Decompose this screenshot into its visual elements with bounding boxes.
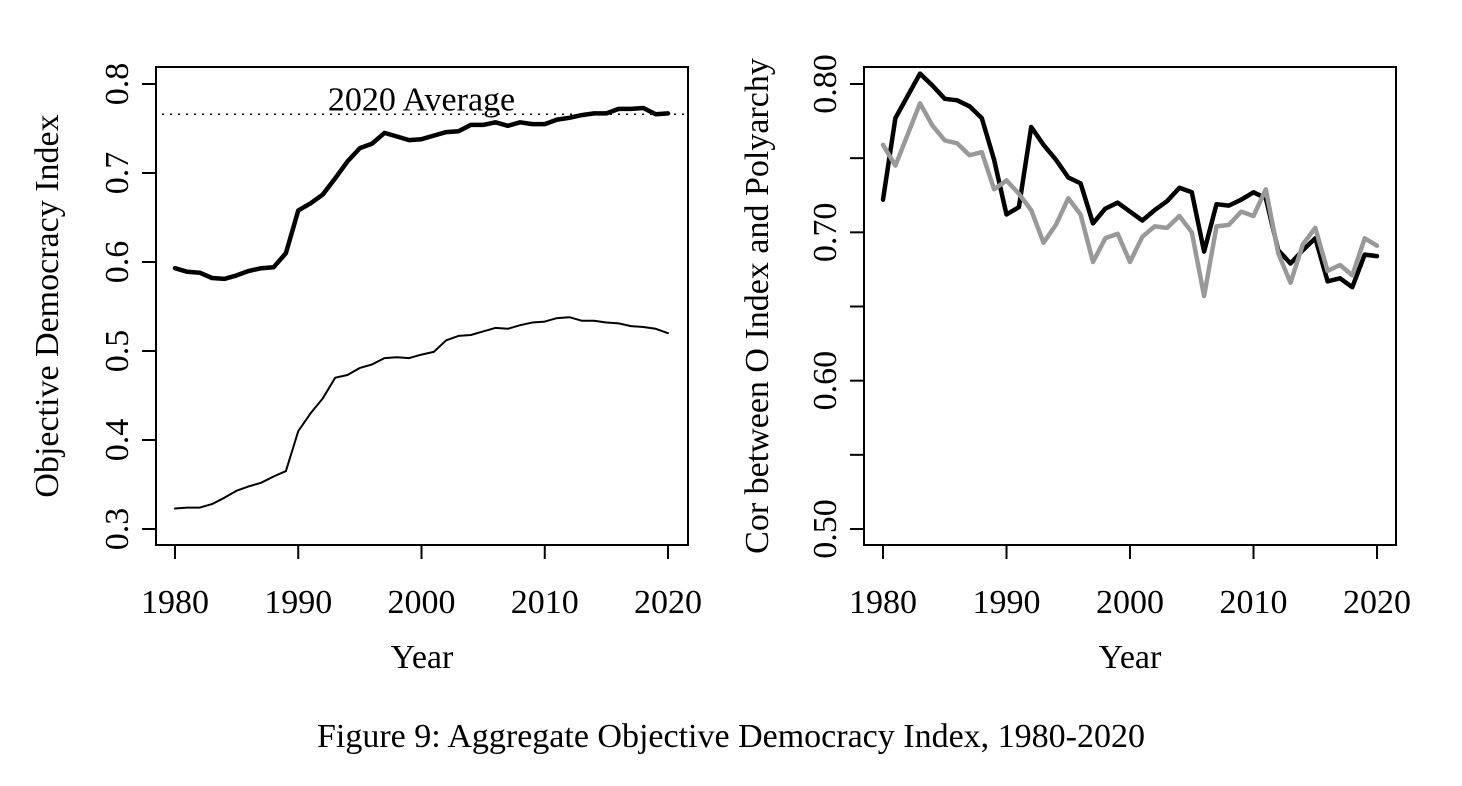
x-axis-title: Year bbox=[1099, 639, 1162, 676]
y-tick-label: 0.3 bbox=[99, 508, 136, 551]
y-tick-label: 0.4 bbox=[99, 419, 136, 462]
y-tick-label: 0.80 bbox=[807, 54, 844, 114]
x-tick-label: 1980 bbox=[141, 584, 209, 621]
reference-line-label: 2020 Average bbox=[328, 81, 515, 118]
y-axis-title: Cor between O Index and Polyarchy bbox=[739, 58, 776, 554]
x-tick-label: 2000 bbox=[1096, 584, 1164, 621]
y-tick-label: 0.7 bbox=[99, 152, 136, 195]
x-axis-title: Year bbox=[391, 639, 454, 676]
y-tick-label: 0.5 bbox=[99, 330, 136, 373]
x-tick-label: 1990 bbox=[264, 584, 332, 621]
y-tick-label: 0.8 bbox=[99, 63, 136, 106]
y-tick-label: 0.70 bbox=[807, 203, 844, 262]
series-line-2 bbox=[174, 316, 669, 510]
y-tick-label: 0.6 bbox=[99, 241, 136, 284]
right-chart-panel: 1980 1990 2000 2010 2020 0.50 0.60 0.70 0.80 Year… bbox=[739, 54, 1411, 676]
x-tick-label: 1990 bbox=[973, 584, 1041, 621]
x-tick-label: 2010 bbox=[511, 584, 579, 621]
y-tick-label: 0.50 bbox=[807, 499, 844, 559]
x-tick-label: 1980 bbox=[849, 584, 917, 621]
left-chart-panel: 1980 1990 2000 2010 2020 0.3 0.4 0.5 0.6 0.7 0.8 Ye… bbox=[29, 63, 702, 676]
series-line-2 bbox=[880, 101, 1380, 299]
x-tick-label: 2000 bbox=[388, 584, 456, 621]
x-tick-label: 2020 bbox=[1343, 584, 1411, 621]
series-line-1 bbox=[172, 105, 671, 282]
y-tick-label: 0.60 bbox=[807, 351, 844, 411]
x-tick-label: 2020 bbox=[634, 584, 702, 621]
x-tick-label: 2010 bbox=[1220, 584, 1288, 621]
figure-caption: Figure 9: Aggregate Objective Democracy … bbox=[316, 718, 1146, 755]
y-axis-title: Objective Democracy Index bbox=[29, 114, 66, 497]
series-line-1 bbox=[880, 71, 1380, 290]
